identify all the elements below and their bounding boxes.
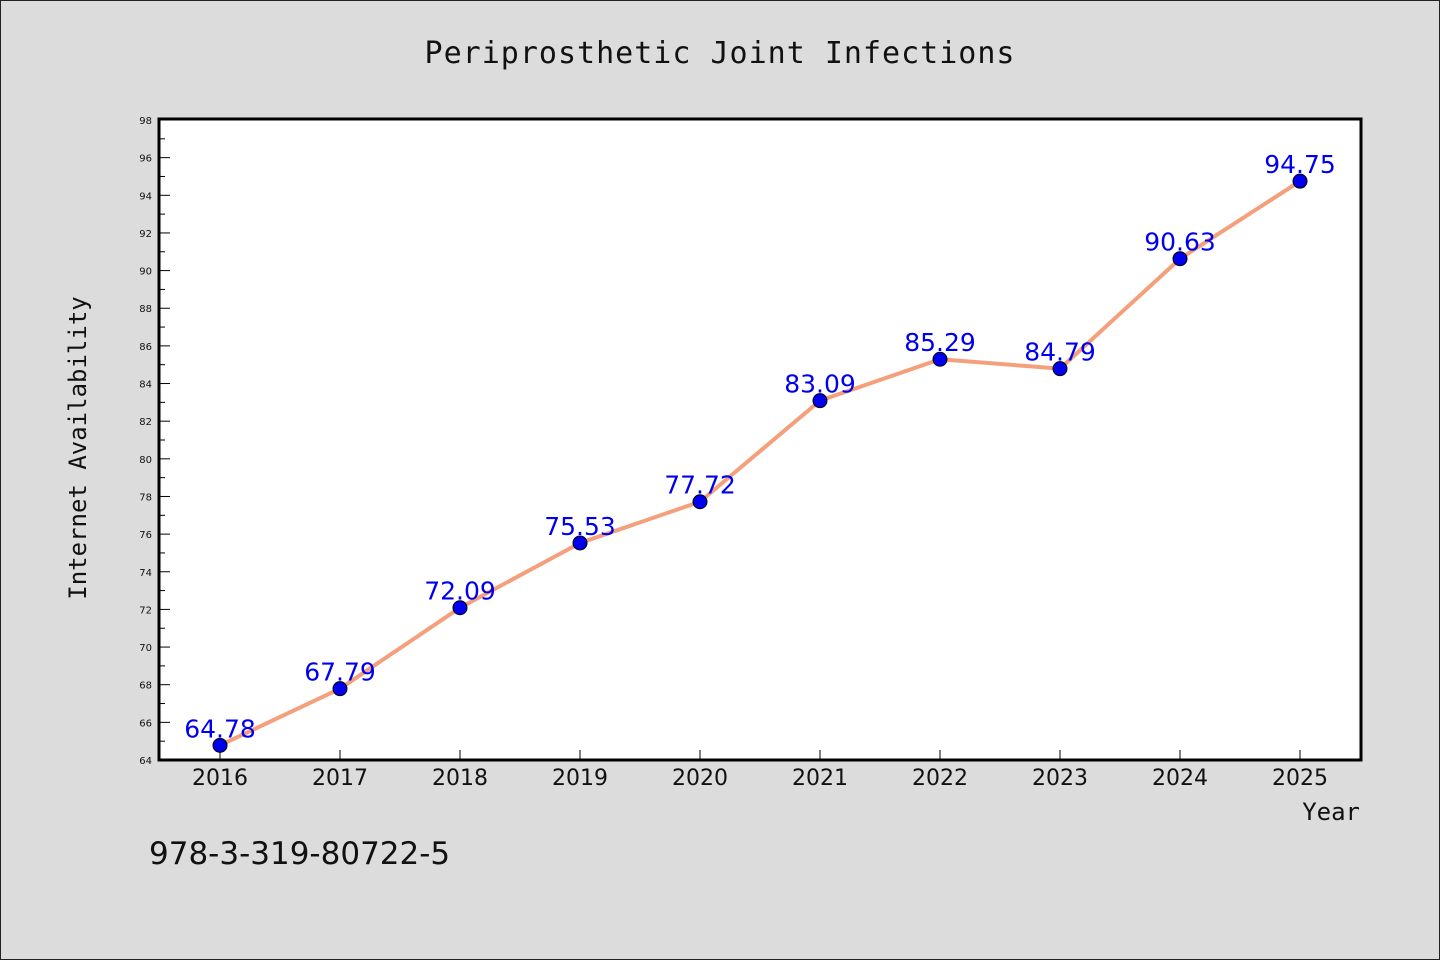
- data-point: [572, 535, 588, 551]
- data-point: [812, 393, 828, 409]
- x-tick-label: 2023: [1032, 766, 1088, 791]
- y-axis-label: Internet Availability: [64, 296, 92, 599]
- x-tick-label: 2019: [552, 766, 608, 791]
- data-point: [1172, 251, 1188, 267]
- y-tick-label: 68: [139, 681, 152, 692]
- data-point: [932, 351, 948, 367]
- data-point: [212, 737, 228, 753]
- x-tick-label: 2024: [1152, 766, 1208, 791]
- y-tick-label: 78: [139, 492, 152, 503]
- x-tick-label: 2025: [1272, 766, 1328, 791]
- y-tick-label: 70: [139, 643, 152, 654]
- y-tick-label: 94: [139, 191, 152, 202]
- y-tick-label: 76: [139, 530, 152, 541]
- y-tick-label: 64: [139, 756, 152, 767]
- x-axis: 2016 2017 2018 2019 2020 2021 2022 2023 2024 2025: [192, 750, 1328, 791]
- x-tick-label: 2016: [192, 766, 248, 791]
- data-point: [1052, 361, 1068, 377]
- data-point: [692, 494, 708, 510]
- chart-title: Periprosthetic Joint Infections: [425, 36, 1016, 71]
- data-point: [452, 600, 468, 616]
- data-point: [332, 681, 348, 697]
- y-tick-label: 90: [139, 267, 152, 278]
- y-axis: 64 66 68 70 72 74 76 78 80 82 84 86 88 90 92 94 96 98: [139, 116, 170, 767]
- data-point: [1292, 173, 1308, 189]
- series-line: [219, 179, 1302, 748]
- x-tick-label: 2017: [312, 766, 368, 791]
- x-axis-label: Year: [1302, 798, 1360, 826]
- y-tick-label: 88: [139, 304, 152, 315]
- y-tick-label: 72: [139, 605, 152, 616]
- y-tick-label: 66: [139, 718, 152, 729]
- y-tick-label: 82: [139, 417, 152, 428]
- y-tick-label: 74: [139, 568, 152, 579]
- x-tick-label: 2022: [912, 766, 968, 791]
- y-tick-label: 84: [139, 380, 152, 391]
- y-tick-label: 86: [139, 342, 152, 353]
- y-tick-label: 96: [139, 154, 152, 165]
- footer-isbn: 978-3-319-80722-5: [149, 836, 450, 872]
- x-tick-label: 2020: [672, 766, 728, 791]
- y-tick-label: 92: [139, 229, 152, 240]
- x-tick-label: 2021: [792, 766, 848, 791]
- y-tick-label: 98: [139, 116, 152, 127]
- y-tick-label: 80: [139, 455, 152, 466]
- plot-area: [157, 117, 1363, 762]
- x-tick-label: 2018: [432, 766, 488, 791]
